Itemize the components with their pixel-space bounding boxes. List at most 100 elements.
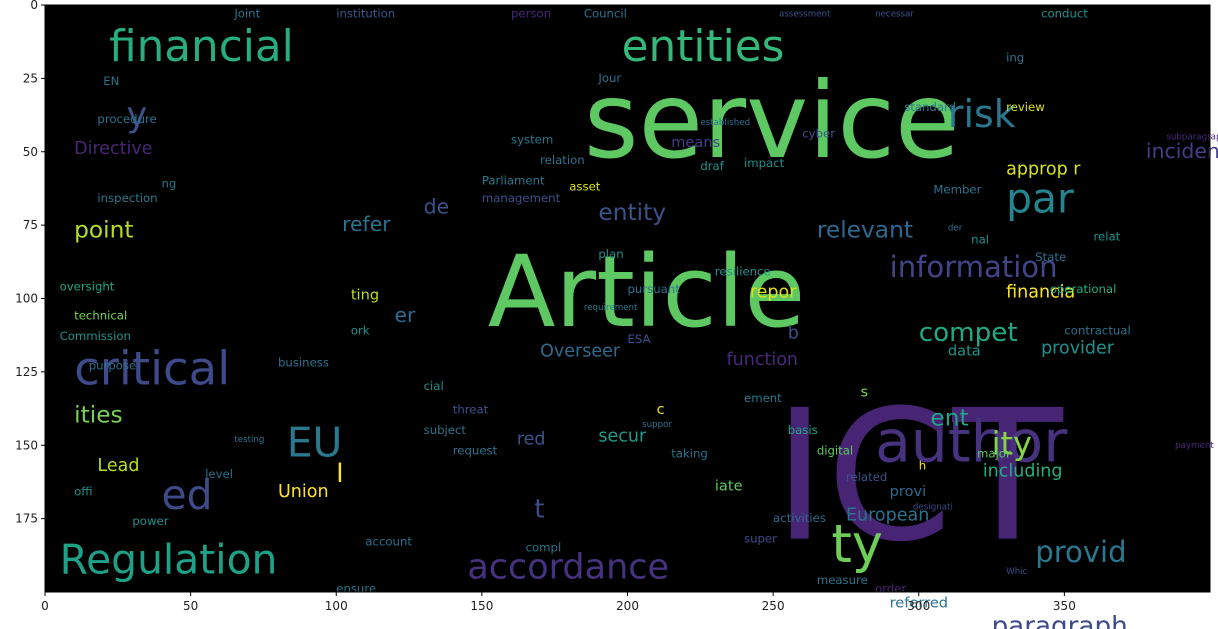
word-116: subparagraph <box>1166 133 1218 143</box>
word-60: conduct <box>1041 6 1088 20</box>
word-118: requirement <box>584 303 638 313</box>
word-59: necessar <box>875 9 914 19</box>
word-75: standard <box>904 100 956 114</box>
word-98: super <box>744 532 777 546</box>
word-64: Parliament <box>482 174 545 188</box>
word-42: provi <box>890 483 927 500</box>
word-92: major <box>977 447 1011 461</box>
word-68: technical <box>74 309 127 323</box>
word-37: data <box>948 342 981 359</box>
word-50: y <box>127 96 148 136</box>
word-5: risk <box>948 92 1016 136</box>
word-106: nal <box>971 232 989 246</box>
word-120: der <box>948 224 963 234</box>
word-3: financial <box>109 21 294 72</box>
word-34: including <box>983 462 1063 482</box>
word-108: EN <box>103 74 119 88</box>
word-17: provid <box>1035 535 1126 569</box>
word-14: ity <box>992 424 1032 462</box>
word-87: subject <box>424 423 467 437</box>
word-121: payment <box>1175 441 1214 451</box>
word-94: level <box>205 467 233 481</box>
word-43: iate <box>715 477 743 494</box>
word-1: Article <box>488 235 806 350</box>
word-96: power <box>132 514 168 528</box>
word-63: relation <box>540 153 585 167</box>
word-83: draf <box>700 159 724 173</box>
word-88: request <box>453 444 498 458</box>
word-76: review <box>1006 100 1045 114</box>
word-41: referred <box>890 595 948 612</box>
word-4: entities <box>622 21 785 72</box>
word-46: red <box>517 429 546 449</box>
word-0: service <box>584 60 960 182</box>
word-84: business <box>278 356 329 370</box>
word-97: activities <box>773 511 826 525</box>
x-tick-label-5: 250 <box>762 599 785 613</box>
word-25: refer <box>342 212 391 236</box>
word-51: c <box>657 401 665 418</box>
word-119: Whic <box>1006 567 1028 577</box>
word-53: h <box>919 458 926 472</box>
word-61: procedure <box>97 112 156 126</box>
word-47: b <box>788 324 799 344</box>
word-105: ork <box>351 323 370 337</box>
word-66: inspection <box>97 191 157 205</box>
word-57: person <box>511 6 551 20</box>
word-55: Council <box>584 6 627 20</box>
y-tick-label-7: 175 <box>15 512 38 526</box>
word-15: information <box>890 250 1058 284</box>
word-44: means <box>671 134 720 151</box>
word-109: Jour <box>597 71 621 85</box>
x-tick-label-7: 350 <box>1053 599 1076 613</box>
word-28: Overseer <box>540 341 621 361</box>
word-35: financia <box>1006 283 1075 303</box>
word-62: system <box>511 133 553 147</box>
word-49: t <box>534 494 544 524</box>
x-axis: 0 50 100 150 200 250 300 350 <box>41 592 1076 613</box>
y-tick-label-0: 0 <box>30 0 38 12</box>
word-79: Member <box>933 182 981 196</box>
y-tick-label-6: 150 <box>15 438 38 452</box>
x-tick-label-1: 50 <box>183 599 198 613</box>
y-tick-label-5: 125 <box>15 365 38 379</box>
word-29: function <box>727 350 799 370</box>
word-77: cyber <box>802 127 835 141</box>
word-74: contractual <box>1064 323 1130 337</box>
word-101: ensure <box>336 582 376 596</box>
word-7: author <box>875 407 1067 475</box>
word-48: l <box>336 459 343 489</box>
word-10: accordance <box>467 548 669 588</box>
word-19: point <box>74 216 133 243</box>
word-24: relevant <box>817 216 913 243</box>
word-86: threat <box>453 403 489 417</box>
word-112: ement <box>744 391 782 405</box>
word-91: taking <box>671 447 708 461</box>
x-tick-label-6: 300 <box>907 599 930 613</box>
word-85: testing <box>234 435 264 445</box>
word-36: repor <box>750 283 797 303</box>
word-54: institution <box>336 6 395 20</box>
word-65: management <box>482 191 561 205</box>
x-tick-label-2: 100 <box>325 599 348 613</box>
word-69: Commission <box>60 329 131 343</box>
y-tick-label-3: 75 <box>23 218 38 232</box>
word-40: Directive <box>74 139 152 159</box>
word-110: ng <box>162 177 177 191</box>
word-117: designati <box>913 502 953 512</box>
word-111: cial <box>424 379 444 393</box>
word-2: ICT <box>773 371 1063 582</box>
word-113: compl <box>526 540 562 554</box>
word-38: approp r <box>1006 159 1081 179</box>
word-115: suppor <box>642 420 672 430</box>
word-21: Union <box>278 482 329 502</box>
word-45: ting <box>351 287 379 304</box>
word-56: Joint <box>233 6 260 20</box>
word-26: de <box>424 195 450 219</box>
word-12: EU <box>287 418 343 466</box>
word-58: assessment <box>779 9 831 19</box>
word-103: ESA <box>628 332 651 346</box>
word-23: entity <box>598 199 666 226</box>
